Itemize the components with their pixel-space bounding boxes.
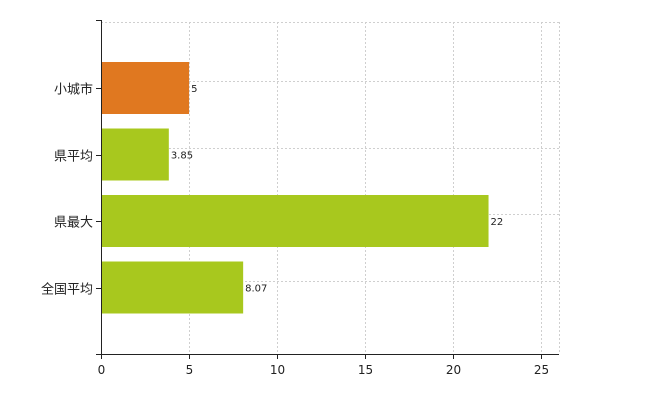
x-tick-label: 25 bbox=[534, 363, 549, 377]
x-tick-label: 0 bbox=[98, 363, 106, 377]
x-tick-label: 5 bbox=[186, 363, 194, 377]
value-label: 5 bbox=[191, 84, 197, 95]
x-tick-label: 15 bbox=[358, 363, 373, 377]
bar bbox=[102, 128, 169, 181]
bar bbox=[102, 195, 489, 247]
category-label: 県最大 bbox=[54, 216, 93, 231]
x-tick-label: 20 bbox=[446, 363, 461, 377]
category-label: 小城市 bbox=[54, 82, 93, 98]
value-label: 8.07 bbox=[245, 284, 267, 295]
bar bbox=[102, 261, 244, 314]
value-label: 3.85 bbox=[171, 151, 193, 162]
x-tick-label: 10 bbox=[270, 363, 285, 377]
category-label: 全国平均 bbox=[41, 282, 93, 298]
bar bbox=[102, 62, 190, 114]
value-label: 22 bbox=[491, 217, 504, 228]
category-label: 県平均 bbox=[54, 150, 93, 165]
